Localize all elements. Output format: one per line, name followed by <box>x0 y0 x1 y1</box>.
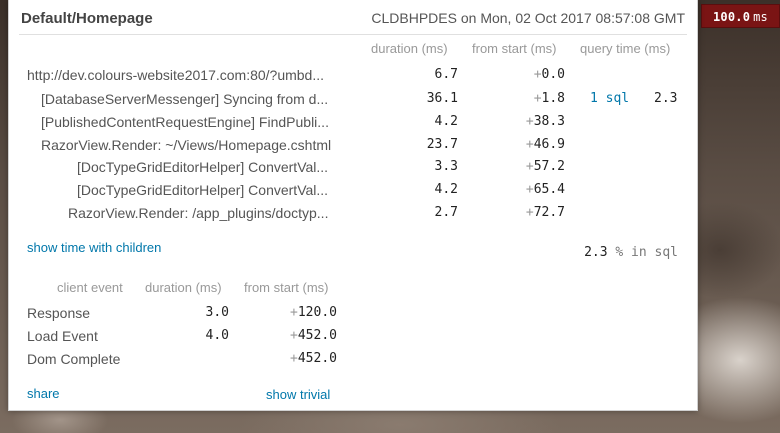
sql-percent: 2.3 % in sql <box>584 245 678 260</box>
timing-from-start: +1.8 <box>533 91 565 106</box>
timing-name: [DatabaseServerMessenger] Syncing from d… <box>41 91 329 107</box>
share-link[interactable]: share <box>27 386 60 401</box>
timing-duration: 4.2 <box>434 182 458 197</box>
show-trivial-link[interactable]: show trivial <box>266 387 331 402</box>
timing-row: RazorView.Render: ~/Views/Homepage.cshtm… <box>9 137 697 159</box>
client-event-from-start: +120.0 <box>290 305 337 320</box>
timing-duration: 3.3 <box>434 159 458 174</box>
query-time: 2.3 <box>654 91 678 106</box>
col-duration: duration (ms) <box>371 41 448 56</box>
client-event-duration: 4.0 <box>205 328 229 343</box>
timing-name: [DocTypeGridEditorHelper] ConvertVal... <box>77 182 329 198</box>
timing-duration: 2.7 <box>434 205 458 220</box>
client-event-from-start: +452.0 <box>290 328 337 343</box>
timing-name: [DocTypeGridEditorHelper] ConvertVal... <box>77 159 329 175</box>
badge-value: 100.0 <box>713 10 751 24</box>
profiler-total-badge[interactable]: 100.0 ms <box>701 4 780 28</box>
timing-from-start: +0.0 <box>533 67 565 82</box>
client-event-duration: 3.0 <box>205 305 229 320</box>
machine-timestamp: CLDBHPDES on Mon, 02 Oct 2017 08:57:08 G… <box>371 10 685 26</box>
timing-name: RazorView.Render: ~/Views/Homepage.cshtm… <box>41 137 332 153</box>
profiler-header: Default/Homepage CLDBHPDES on Mon, 02 Oc… <box>19 0 687 35</box>
timing-row: [DocTypeGridEditorHelper] ConvertVal... … <box>9 159 697 181</box>
timing-name: [PublishedContentRequestEngine] FindPubl… <box>41 114 329 130</box>
client-event-name: Response <box>27 305 91 321</box>
timing-from-start: +57.2 <box>525 159 565 174</box>
col-from-start: from start (ms) <box>472 41 557 56</box>
timing-from-start: +72.7 <box>525 205 565 220</box>
timing-row: http://dev.colours-website2017.com:80/?u… <box>9 67 697 89</box>
client-event-row: Load Event 4.0 +452.0 <box>9 328 697 350</box>
timing-duration: 6.7 <box>434 67 458 82</box>
client-event-name: Dom Complete <box>27 351 121 367</box>
show-time-with-children-link[interactable]: show time with children <box>27 240 162 255</box>
sql-count-link[interactable]: 1 sql <box>590 91 630 106</box>
timing-row: RazorView.Render: /app_plugins/doctyp...… <box>9 205 697 227</box>
client-event-name: Load Event <box>27 328 98 344</box>
client-event-row: Response 3.0 +120.0 <box>9 305 697 327</box>
page-title: Default/Homepage <box>21 10 153 27</box>
col-client-duration: duration (ms) <box>145 280 222 295</box>
timing-from-start: +65.4 <box>525 182 565 197</box>
timing-from-start: +38.3 <box>525 114 565 129</box>
timing-row: [PublishedContentRequestEngine] FindPubl… <box>9 114 697 136</box>
timing-from-start: +46.9 <box>525 137 565 152</box>
timing-name: RazorView.Render: /app_plugins/doctyp... <box>68 205 329 221</box>
timing-duration: 36.1 <box>426 91 458 106</box>
timing-row: [DocTypeGridEditorHelper] ConvertVal... … <box>9 182 697 204</box>
badge-unit: ms <box>753 10 768 24</box>
col-client-event: client event <box>57 280 123 295</box>
col-client-from-start: from start (ms) <box>244 280 329 295</box>
profiler-popup: Default/Homepage CLDBHPDES on Mon, 02 Oc… <box>8 0 698 411</box>
client-event-row: Dom Complete +452.0 <box>9 351 697 373</box>
col-query-time: query time (ms) <box>580 41 671 56</box>
client-event-from-start: +452.0 <box>290 351 337 366</box>
timing-duration: 23.7 <box>426 137 458 152</box>
timing-name: http://dev.colours-website2017.com:80/?u… <box>27 67 325 83</box>
timing-duration: 4.2 <box>434 114 458 129</box>
timing-row: [DatabaseServerMessenger] Syncing from d… <box>9 91 697 113</box>
